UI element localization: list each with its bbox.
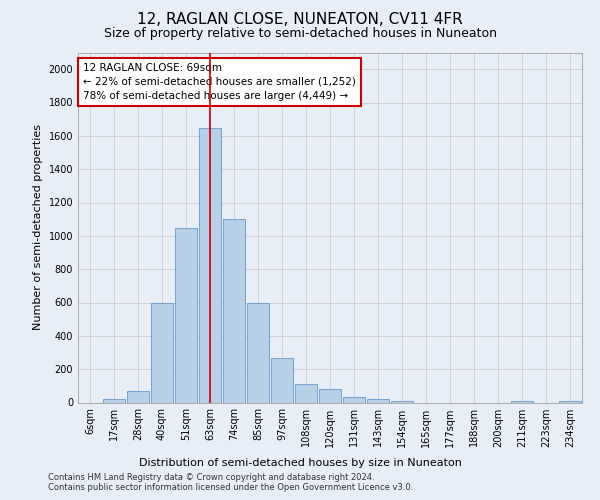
Bar [223,219,245,402]
Bar [367,399,389,402]
Text: 12, RAGLAN CLOSE, NUNEATON, CV11 4FR: 12, RAGLAN CLOSE, NUNEATON, CV11 4FR [137,12,463,28]
Text: Size of property relative to semi-detached houses in Nuneaton: Size of property relative to semi-detach… [104,28,497,40]
Bar [295,384,317,402]
Text: Contains HM Land Registry data © Crown copyright and database right 2024.
Contai: Contains HM Land Registry data © Crown c… [48,472,413,492]
Text: 12 RAGLAN CLOSE: 69sqm
← 22% of semi-detached houses are smaller (1,252)
78% of : 12 RAGLAN CLOSE: 69sqm ← 22% of semi-det… [83,63,356,101]
Bar [247,302,269,402]
Bar [103,399,125,402]
Bar [127,391,149,402]
Bar [559,401,581,402]
Bar [391,401,413,402]
Bar [319,389,341,402]
Bar [511,401,533,402]
Bar [199,128,221,402]
Bar [343,396,365,402]
Bar [271,358,293,403]
Bar [151,302,173,402]
Y-axis label: Number of semi-detached properties: Number of semi-detached properties [33,124,43,330]
Text: Distribution of semi-detached houses by size in Nuneaton: Distribution of semi-detached houses by … [139,458,461,468]
Bar [175,228,197,402]
